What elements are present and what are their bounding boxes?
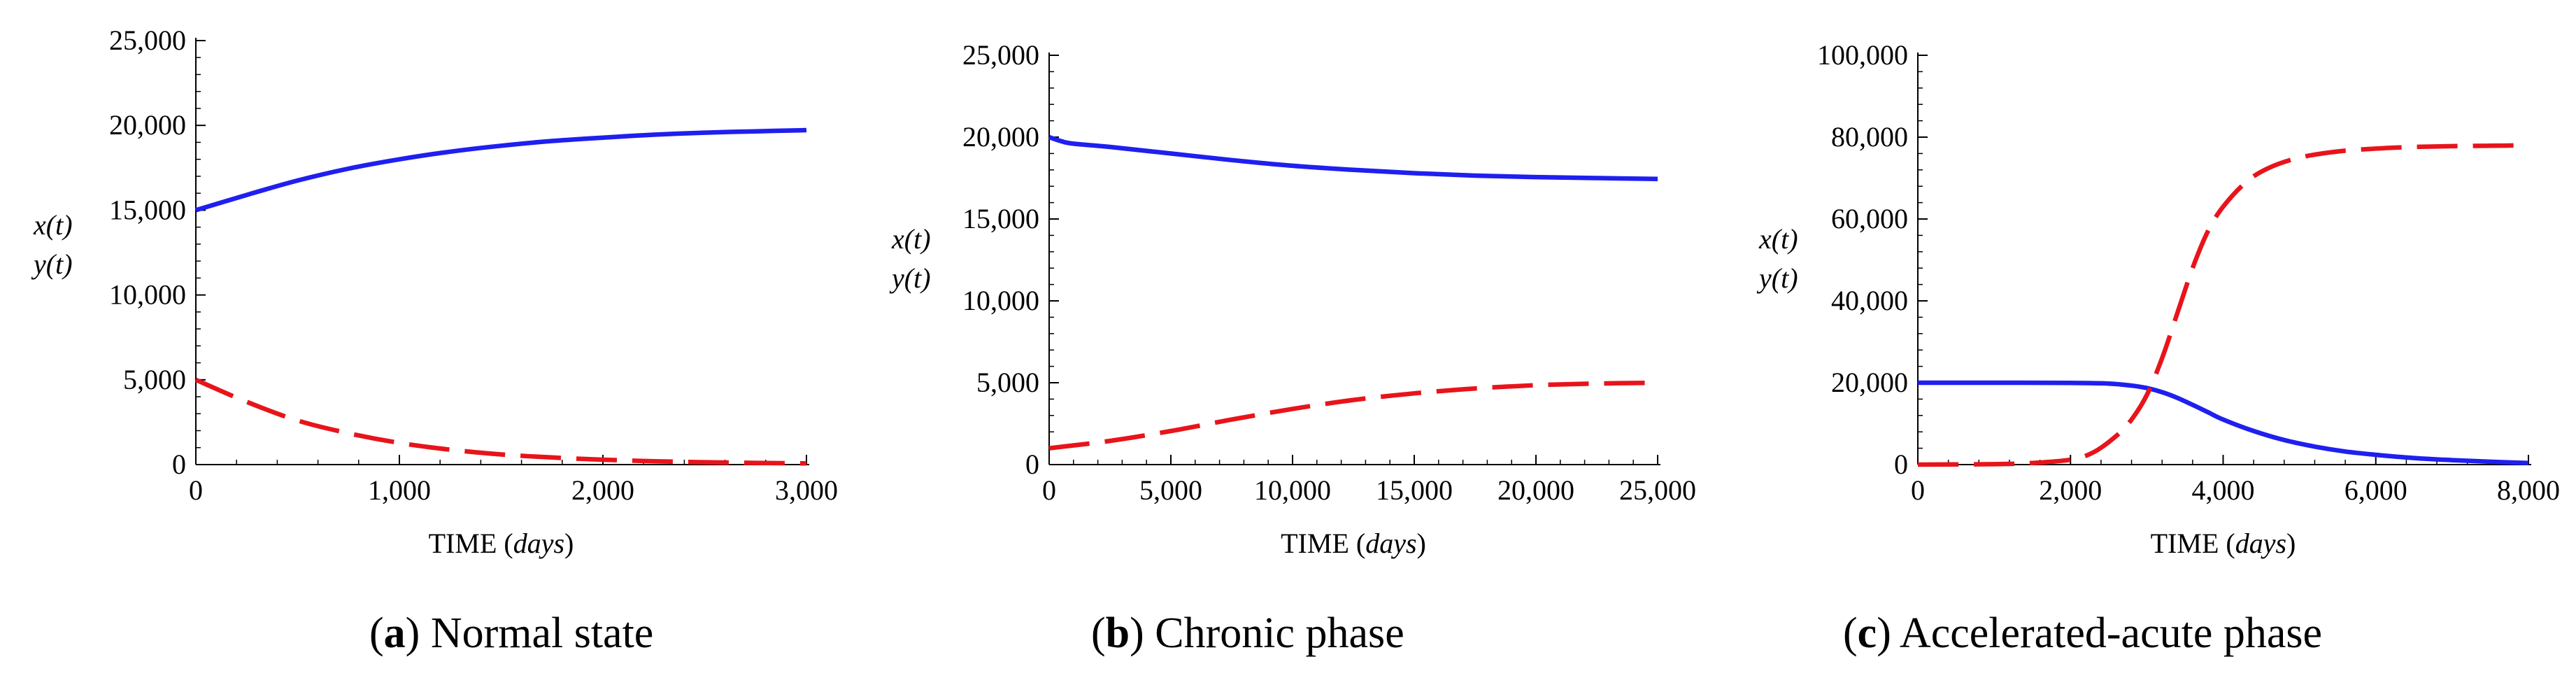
x-tick-label: 8,000	[2497, 474, 2560, 506]
x-tick-label: 4,000	[2192, 474, 2255, 506]
caption-paren-close: )	[406, 609, 431, 657]
caption-paren-open: (	[369, 609, 384, 657]
panel-caption: (c) Accelerated-acute phase	[1843, 609, 2322, 657]
caption-text: Chronic phase	[1155, 609, 1404, 657]
y-tick-label: 0	[1894, 449, 1908, 480]
y-tick-label: 60,000	[1831, 203, 1908, 234]
y-axis-label-x: x(t)	[33, 209, 73, 241]
chart-panel-c: 0 20,000 40,000 60,000 80,000 100,000 0 2,000 4,…	[1756, 39, 2560, 657]
y-tick-label: 20,000	[109, 109, 186, 141]
y-tick-label: 100,000	[1817, 39, 1908, 71]
series-line-y	[194, 377, 807, 466]
y-tick-label: 5,000	[123, 364, 186, 395]
y-axis-label-y: y(t)	[1756, 262, 1798, 294]
caption-paren-open: (	[1091, 609, 1106, 657]
series-line-y	[1048, 380, 1658, 451]
x-axis-title-paren-open: (	[497, 528, 513, 559]
chart-panel-b: 0 5,000 10,000 15,000 20,000 25,000 0 5,000 10,0…	[889, 39, 1696, 657]
x-tick-label: 25,000	[1619, 474, 1696, 506]
x-axis-title-text: TIME	[1281, 528, 1349, 559]
series-line-y	[1917, 143, 2529, 467]
x-axis-title: TIME (days)	[1281, 528, 1426, 559]
x-axis-title: TIME (days)	[429, 528, 574, 559]
caption-letter: c	[1858, 609, 1877, 657]
caption-letter: b	[1106, 609, 1130, 657]
y-tick-label: 5,000	[976, 367, 1039, 398]
y-tick-label: 80,000	[1831, 121, 1908, 153]
series-line-x	[195, 127, 807, 213]
caption-paren-close: )	[1877, 609, 1900, 657]
x-tick-label: 2,000	[2039, 474, 2102, 506]
caption-text: Normal state	[431, 609, 654, 657]
x-axis-title-paren-close: )	[2286, 528, 2296, 559]
y-tick-label: 25,000	[109, 24, 186, 56]
x-tick-label: 6,000	[2344, 474, 2407, 506]
x-tick-label: 0	[1911, 474, 1925, 506]
caption-paren-close: )	[1130, 609, 1155, 657]
x-tick-label: 5,000	[1139, 474, 1202, 506]
x-axis-title-unit: days	[513, 528, 564, 559]
caption-letter: a	[384, 609, 406, 657]
y-tick-label: 20,000	[1831, 367, 1908, 398]
x-tick-label: 3,000	[775, 474, 838, 506]
x-axis-title-paren-close: )	[564, 528, 574, 559]
x-tick-label: 2,000	[571, 474, 634, 506]
y-tick-label: 25,000	[962, 39, 1039, 71]
x-tick-label: 0	[1042, 474, 1056, 506]
x-tick-label: 20,000	[1497, 474, 1574, 506]
caption-paren-open: (	[1843, 609, 1858, 657]
series-line-x	[1918, 380, 2529, 465]
panel-caption: (b) Chronic phase	[1091, 609, 1404, 657]
y-tick-label: 10,000	[109, 279, 186, 311]
y-axis-label-x: x(t)	[1758, 223, 1798, 255]
x-tick-label: 1,000	[368, 474, 431, 506]
x-axis-title-text: TIME	[2151, 528, 2219, 559]
panel-caption: (a) Normal state	[369, 609, 653, 657]
y-tick-label: 20,000	[962, 121, 1039, 153]
y-tick-label: 0	[172, 449, 186, 480]
x-tick-label: 0	[189, 474, 203, 506]
x-tick-label: 15,000	[1376, 474, 1453, 506]
caption-text: Accelerated-acute phase	[1900, 609, 2322, 657]
y-axis-label-y: y(t)	[889, 262, 931, 294]
x-tick-label: 10,000	[1254, 474, 1331, 506]
series-line-x	[1048, 134, 1658, 181]
y-axis-label-y: y(t)	[31, 248, 73, 280]
x-axis-title-unit: days	[1365, 528, 1416, 559]
x-axis-title: TIME (days)	[2151, 528, 2296, 559]
y-tick-label: 40,000	[1831, 285, 1908, 316]
y-tick-label: 0	[1025, 449, 1039, 480]
y-tick-label: 15,000	[962, 203, 1039, 234]
x-axis-title-paren-close: )	[1417, 528, 1426, 559]
y-axis-label-x: x(t)	[891, 223, 931, 255]
x-axis-title-paren-open: (	[2219, 528, 2235, 559]
y-tick-label: 15,000	[109, 194, 186, 225]
y-tick-label: 10,000	[962, 285, 1039, 316]
chart-panel-a: 0 5,000 10,000 15,000 20,000 25,000 0 1,000 2,00…	[31, 24, 838, 657]
x-axis-title-unit: days	[2235, 528, 2286, 559]
x-axis-title-text: TIME	[429, 528, 497, 559]
x-axis-title-paren-open: (	[1349, 528, 1365, 559]
